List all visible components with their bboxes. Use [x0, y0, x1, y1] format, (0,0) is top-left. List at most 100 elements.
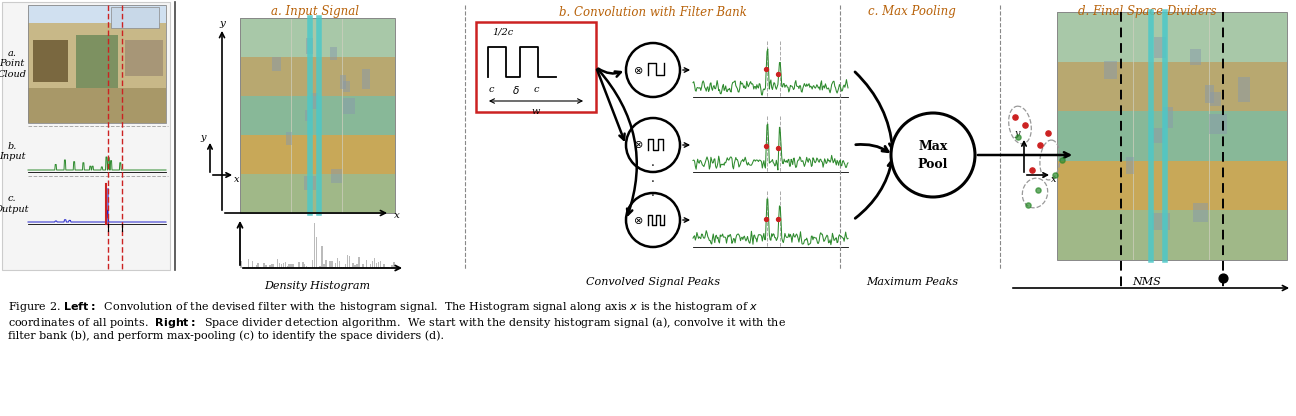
Bar: [325, 260, 327, 268]
Bar: [29, 5, 166, 123]
Bar: [311, 93, 319, 109]
Bar: [380, 261, 381, 268]
Bar: [271, 264, 272, 268]
Bar: [283, 263, 284, 268]
Bar: [310, 267, 311, 268]
Bar: [333, 267, 334, 268]
Bar: [266, 265, 267, 268]
Bar: [341, 267, 342, 268]
Bar: [240, 135, 395, 174]
Bar: [693, 41, 848, 99]
Text: x: x: [394, 211, 400, 220]
Point: [756, 143, 776, 150]
Text: y: y: [219, 18, 226, 27]
Bar: [346, 255, 349, 268]
Bar: [365, 260, 368, 268]
Text: c: c: [489, 86, 494, 94]
Bar: [321, 245, 323, 268]
Bar: [358, 257, 360, 268]
Text: y: y: [1015, 129, 1020, 139]
Text: Maximum Peaks: Maximum Peaks: [866, 277, 958, 287]
Text: Figure 2. $\mathbf{Left:}$  Convolution of the devised filter with the histogram: Figure 2. $\mathbf{Left:}$ Convolution o…: [8, 300, 758, 314]
Bar: [334, 262, 337, 268]
Bar: [258, 263, 259, 268]
Bar: [311, 260, 314, 268]
Bar: [306, 266, 307, 268]
Bar: [305, 176, 316, 190]
Text: x: x: [1051, 174, 1056, 183]
Bar: [1104, 62, 1117, 79]
Bar: [272, 57, 280, 71]
Bar: [349, 256, 350, 268]
Bar: [1209, 114, 1227, 134]
Bar: [32, 40, 67, 82]
Text: y: y: [201, 134, 206, 143]
Bar: [376, 262, 377, 268]
Bar: [286, 132, 292, 145]
Bar: [29, 23, 166, 123]
Bar: [330, 261, 333, 268]
Bar: [1058, 210, 1287, 260]
Bar: [391, 265, 393, 268]
Bar: [1152, 213, 1169, 230]
Bar: [29, 5, 166, 23]
Bar: [343, 81, 350, 92]
Bar: [273, 265, 275, 268]
Point: [769, 71, 789, 78]
Bar: [1152, 129, 1165, 143]
Bar: [360, 267, 362, 268]
Bar: [1155, 37, 1165, 58]
Text: 1/2c: 1/2c: [492, 27, 513, 37]
Bar: [354, 265, 356, 268]
Bar: [289, 264, 290, 268]
Bar: [240, 18, 395, 57]
Point: [756, 215, 776, 222]
Text: filter bank (b), and perform max-pooling (c) to identify the space dividers (d).: filter bank (b), and perform max-pooling…: [8, 330, 445, 341]
Circle shape: [892, 113, 975, 197]
Bar: [323, 263, 325, 268]
Text: Max: Max: [919, 141, 947, 154]
Bar: [279, 263, 280, 268]
Bar: [302, 262, 303, 268]
Bar: [318, 267, 319, 268]
Bar: [1058, 12, 1287, 62]
Text: x: x: [235, 174, 240, 183]
Text: c.
Output: c. Output: [0, 194, 30, 214]
Bar: [362, 69, 371, 89]
Bar: [1238, 77, 1251, 102]
Bar: [330, 47, 337, 59]
Bar: [1192, 203, 1208, 223]
Bar: [281, 264, 283, 268]
Bar: [76, 35, 118, 88]
Bar: [327, 267, 329, 268]
Bar: [124, 40, 163, 76]
Bar: [110, 7, 159, 28]
Point: [756, 65, 776, 72]
Text: b.
Input: b. Input: [0, 142, 25, 161]
Bar: [362, 264, 364, 268]
Point: [1007, 134, 1028, 140]
Bar: [293, 264, 294, 268]
Bar: [263, 263, 264, 268]
Bar: [315, 237, 318, 268]
Bar: [693, 191, 848, 249]
Bar: [314, 223, 315, 268]
Point: [1029, 142, 1050, 149]
Bar: [388, 267, 389, 268]
Bar: [377, 262, 380, 268]
Bar: [1058, 161, 1287, 210]
Bar: [305, 109, 312, 121]
Bar: [393, 262, 394, 268]
Text: a.
Point
Cloud: a. Point Cloud: [0, 49, 26, 79]
Point: [1045, 172, 1065, 178]
Text: NMS: NMS: [1133, 277, 1161, 287]
Bar: [301, 267, 302, 268]
Bar: [1126, 157, 1134, 174]
Point: [769, 216, 789, 223]
Point: [1017, 202, 1038, 208]
Text: Density Histogram: Density Histogram: [264, 281, 371, 291]
Bar: [340, 75, 346, 89]
Bar: [255, 265, 257, 268]
Point: [1212, 275, 1232, 281]
Bar: [350, 267, 353, 268]
